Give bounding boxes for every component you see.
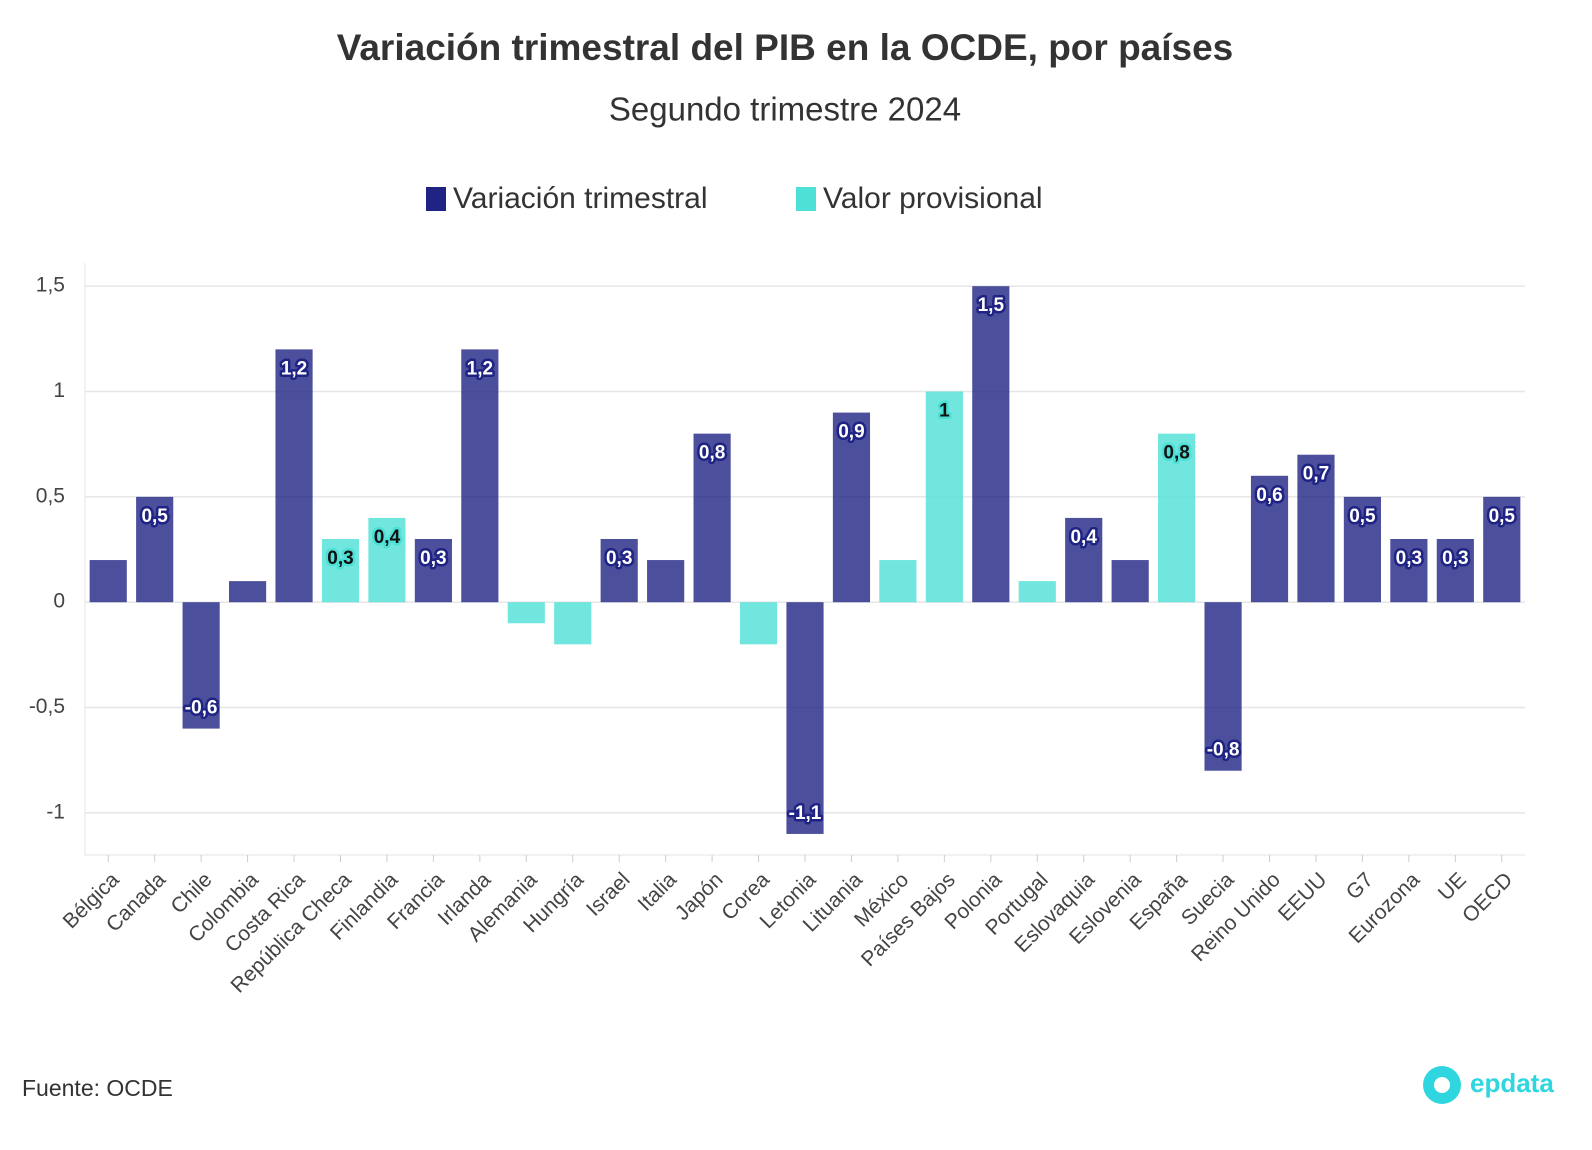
x-tick-label: G7 — [1342, 868, 1378, 904]
x-tick-label: UE — [1434, 868, 1471, 905]
value-label: 1 — [939, 401, 950, 422]
value-label: 0,3 — [327, 548, 353, 569]
value-label: 0,4 — [374, 527, 401, 548]
bar — [1343, 496, 1381, 603]
y-tick-label: 0 — [53, 590, 65, 613]
bar — [1204, 602, 1242, 771]
bar — [647, 560, 685, 603]
bar — [972, 286, 1010, 603]
bar — [1436, 538, 1474, 603]
value-label: 1,5 — [978, 295, 1005, 316]
value-label: 0,7 — [1303, 464, 1329, 485]
y-tick-label: -0,5 — [29, 695, 65, 718]
bar — [1065, 517, 1103, 603]
chart-title: Variación trimestral del PIB en la OCDE,… — [337, 27, 1234, 68]
value-label: 0,8 — [699, 443, 725, 464]
value-label: 1,2 — [467, 358, 493, 379]
bar — [414, 538, 452, 603]
bar — [182, 602, 220, 729]
y-tick-label: 1 — [53, 379, 65, 402]
value-label: 0,4 — [1070, 527, 1097, 548]
bar — [136, 496, 174, 603]
value-label: 1,2 — [281, 358, 307, 379]
x-tick-label: OECD — [1458, 868, 1517, 927]
bar — [925, 391, 963, 603]
y-tick-label: 1,5 — [36, 274, 65, 297]
bar — [879, 560, 917, 603]
bar — [693, 433, 731, 603]
value-label: -0,6 — [185, 698, 218, 719]
value-label: 0,5 — [141, 506, 168, 527]
legend-swatch — [796, 187, 816, 211]
value-label: 0,5 — [1349, 506, 1376, 527]
source: Fuente: OCDE — [22, 1075, 173, 1101]
legend-label: Variación trimestral — [453, 182, 708, 215]
bar — [1483, 496, 1521, 603]
y-tick-label: -1 — [46, 800, 65, 823]
value-label: 0,5 — [1489, 506, 1516, 527]
value-label: 0,3 — [1442, 548, 1468, 569]
bar — [832, 412, 871, 603]
value-label: 0,8 — [1163, 443, 1189, 464]
value-label: 0,9 — [838, 422, 864, 443]
logo-text: epdata — [1470, 1068, 1554, 1098]
bar — [1018, 581, 1056, 603]
bar — [507, 602, 545, 624]
bar — [1297, 454, 1335, 603]
bar — [1250, 475, 1289, 603]
chart-subtitle: Segundo trimestre 2024 — [609, 91, 961, 128]
value-label: -0,8 — [1207, 740, 1240, 761]
bar — [1111, 560, 1149, 603]
legend-swatch — [426, 187, 446, 211]
bar — [554, 602, 592, 645]
value-label: 0,6 — [1256, 485, 1282, 506]
logo: epdata — [1423, 1066, 1554, 1104]
bar — [739, 602, 778, 645]
bar — [600, 538, 638, 603]
value-label: 0,3 — [420, 548, 446, 569]
bar — [275, 349, 313, 603]
bar — [461, 349, 499, 603]
bar — [1390, 538, 1428, 603]
bar — [321, 538, 360, 603]
value-label: -1,1 — [789, 803, 822, 824]
bar — [368, 517, 406, 603]
bar — [229, 581, 267, 603]
legend-label: Valor provisional — [823, 182, 1043, 215]
bar — [1158, 433, 1196, 603]
bar — [786, 602, 824, 834]
bar — [89, 560, 127, 603]
x-tick-label: Israel — [582, 868, 635, 921]
logo-icon-hole — [1434, 1077, 1450, 1093]
value-label: 0,3 — [1396, 548, 1422, 569]
y-tick-label: 0,5 — [36, 484, 65, 507]
x-tick-label: EEUU — [1274, 868, 1332, 926]
value-label: 0,3 — [606, 548, 632, 569]
x-tick-label: Japón — [671, 868, 728, 925]
